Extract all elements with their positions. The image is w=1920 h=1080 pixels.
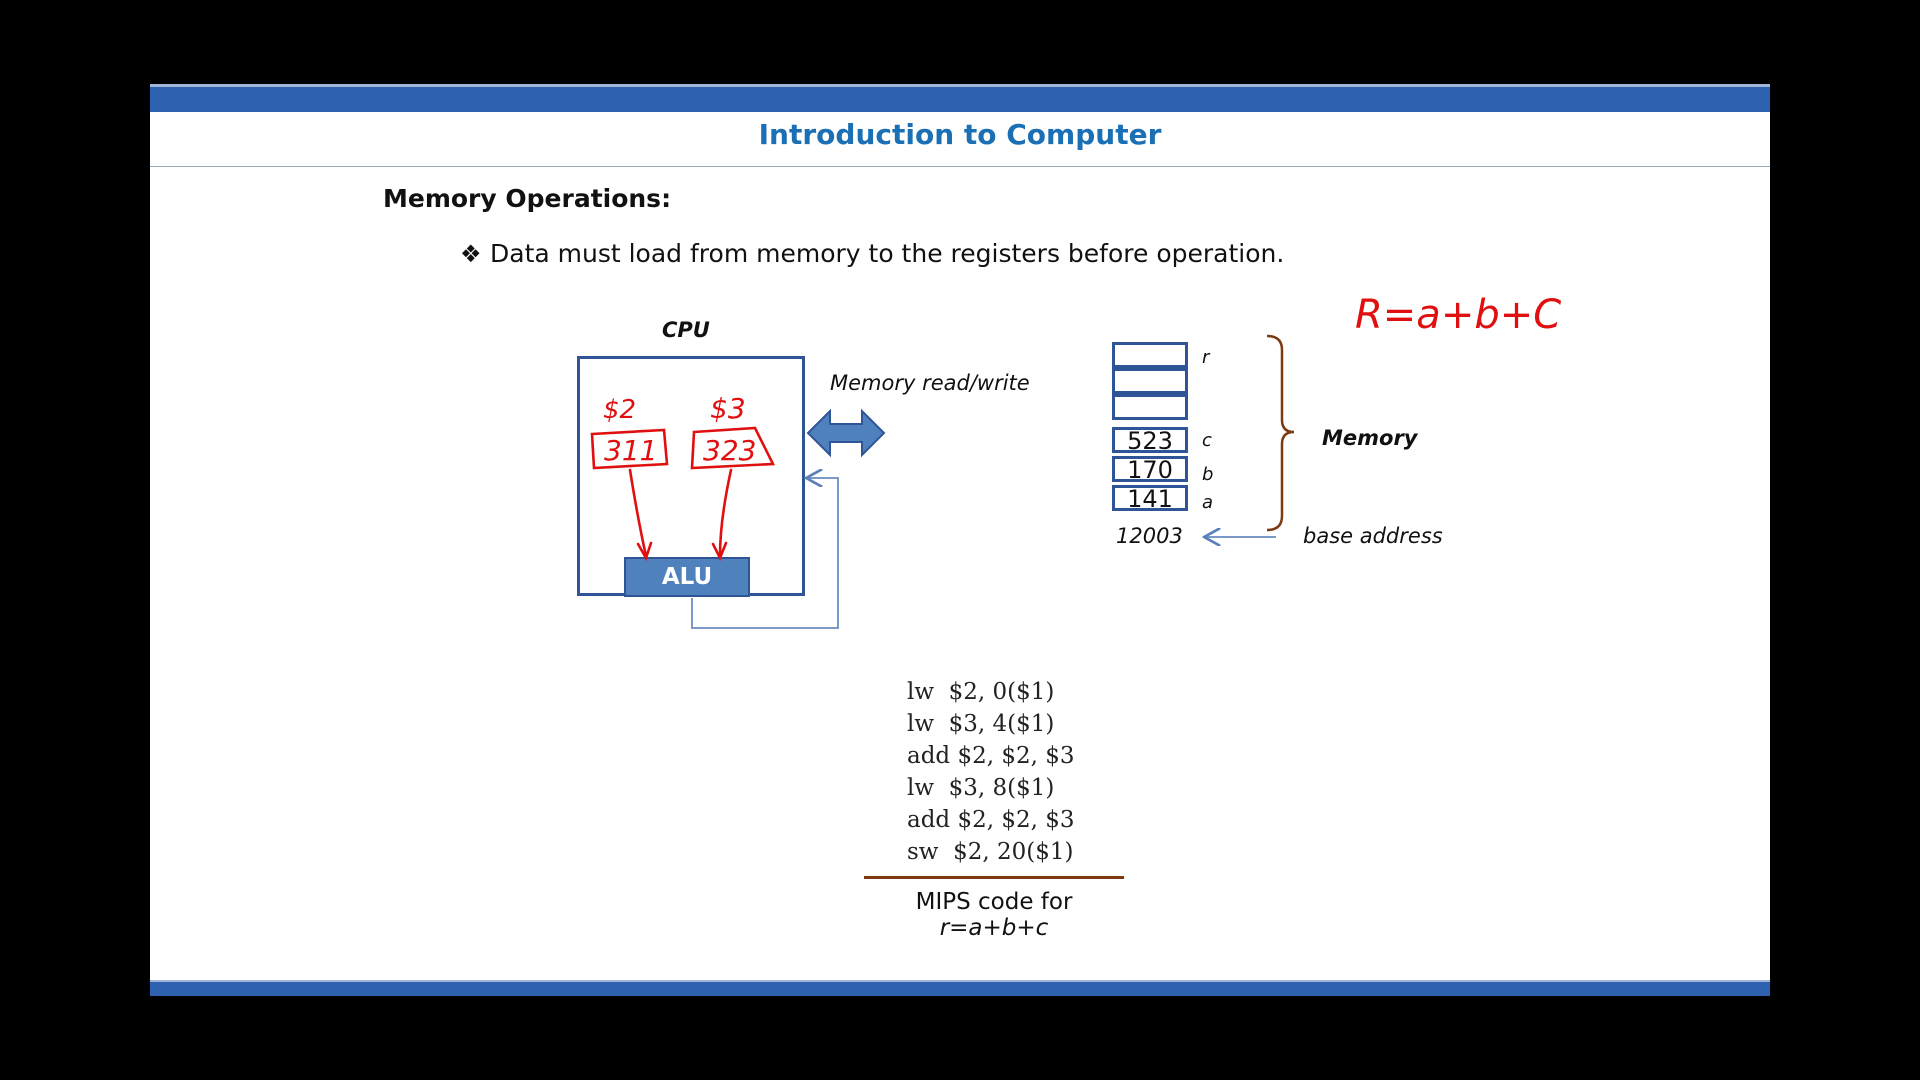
section-title: Memory Operations:: [383, 184, 672, 213]
memory-cell-tag: c: [1202, 430, 1212, 451]
top-bar: [150, 84, 1770, 112]
bullet-text: Data must load from memory to the regist…: [490, 239, 1285, 268]
bullet-item: ❖ Data must load from memory to the regis…: [460, 239, 1284, 268]
memory-cell-tag: b: [1202, 464, 1214, 485]
slide-title: Introduction to Computer: [758, 118, 1162, 151]
memory-rw-label: Memory read/write: [830, 371, 1030, 395]
code-line: lw $3, 4($1): [907, 711, 1055, 737]
memory-label: Memory: [1322, 426, 1418, 450]
slide: Introduction to Computer Memory Operatio…: [150, 84, 1770, 996]
base-address-value: 12003: [1116, 524, 1183, 548]
memory-cell-tag: r: [1202, 347, 1210, 368]
memory-cell: [1112, 342, 1188, 368]
header-divider: [150, 166, 1770, 167]
base-address-label: base address: [1303, 524, 1443, 548]
bottom-bar: [150, 980, 1770, 996]
code-line: add $2, $2, $3: [907, 743, 1075, 769]
memory-cell: 523: [1112, 427, 1188, 453]
code-line: add $2, $2, $3: [907, 807, 1075, 833]
diamond-bullet-icon: ❖: [460, 240, 482, 268]
cpu-label: CPU: [662, 318, 710, 342]
memory-cell: 141: [1112, 485, 1188, 511]
code-caption: MIPS code for r=a+b+c: [864, 889, 1124, 941]
caption-divider: [864, 876, 1124, 879]
caption-expression: r=a+b+c: [939, 915, 1049, 941]
memory-cell: 170: [1112, 456, 1188, 482]
code-line: lw $3, 8($1): [907, 775, 1055, 801]
code-line: sw $2, 20($1): [907, 839, 1074, 865]
caption-prefix: MIPS code for: [915, 889, 1073, 915]
memory-cell-tag: a: [1202, 492, 1214, 513]
memory-cell: [1112, 368, 1188, 394]
alu-box: ALU: [624, 557, 750, 597]
memory-cell: [1112, 394, 1188, 420]
code-line: lw $2, 0($1): [907, 679, 1055, 705]
mips-code-block: lw $2, 0($1) lw $3, 4($1) add $2, $2, $3…: [907, 676, 1127, 868]
